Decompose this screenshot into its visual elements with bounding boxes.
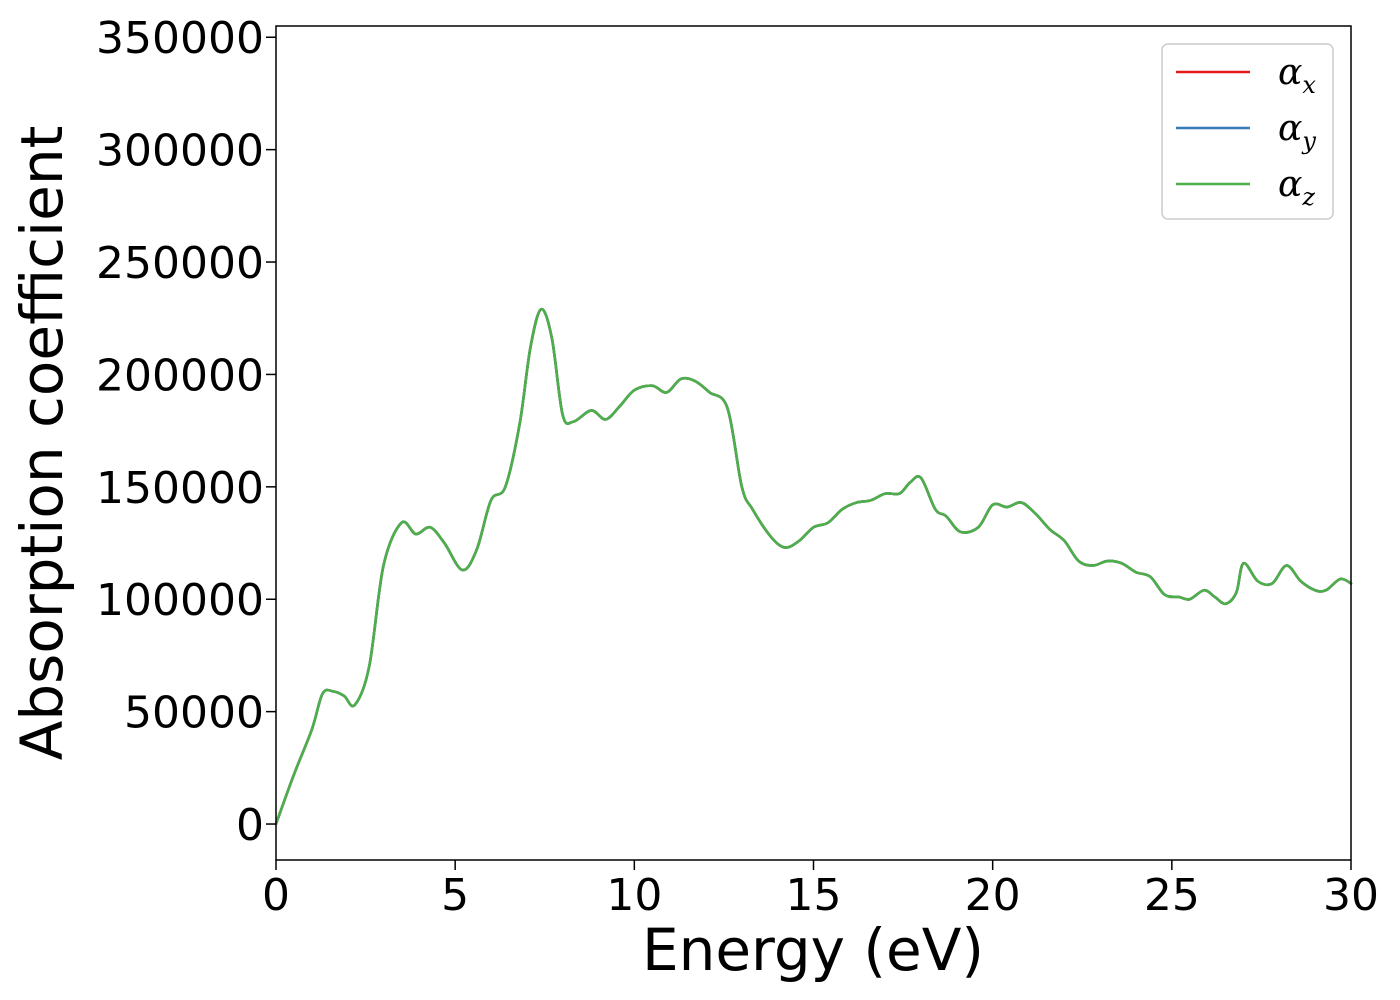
series-layer	[274, 307, 1353, 826]
x-tick-label: 0	[262, 870, 290, 921]
series-line-z	[274, 307, 1353, 826]
x-tick-label: 20	[965, 870, 1021, 921]
legend-symbol: α	[1278, 52, 1302, 93]
y-tick-label: 50000	[124, 688, 264, 739]
y-axis-title: Absorption coefficient	[8, 126, 76, 761]
legend-label-y: αy	[1278, 108, 1316, 155]
legend-label-x: αx	[1278, 52, 1316, 99]
y-tick-label: 0	[236, 800, 264, 851]
legend-subscript: y	[1301, 127, 1316, 155]
legend-symbol: α	[1278, 108, 1302, 149]
legend-subscript: x	[1302, 71, 1316, 99]
y-axis: 0 50000 100000 150000 200000 250000 300000 3500…	[96, 13, 276, 851]
legend-symbol: α	[1278, 164, 1302, 205]
x-tick-label: 10	[606, 870, 662, 921]
y-tick-label: 250000	[96, 238, 264, 289]
x-axis: 0 5 10 15 20 25 30	[262, 860, 1379, 921]
x-axis-title: Energy (eV)	[642, 916, 984, 984]
y-tick-label: 150000	[96, 463, 264, 514]
y-tick-label: 100000	[96, 575, 264, 626]
x-tick-label: 25	[1144, 870, 1200, 921]
y-tick-label: 200000	[96, 350, 264, 401]
y-tick-label: 300000	[96, 126, 264, 177]
x-tick-label: 30	[1323, 870, 1379, 921]
y-tick-label: 350000	[96, 13, 264, 64]
legend-label-z: αz	[1278, 164, 1315, 211]
x-tick-label: 5	[441, 870, 469, 921]
legend-box	[1161, 43, 1334, 220]
x-tick-label: 15	[786, 870, 842, 921]
legend-subscript: z	[1301, 183, 1315, 211]
